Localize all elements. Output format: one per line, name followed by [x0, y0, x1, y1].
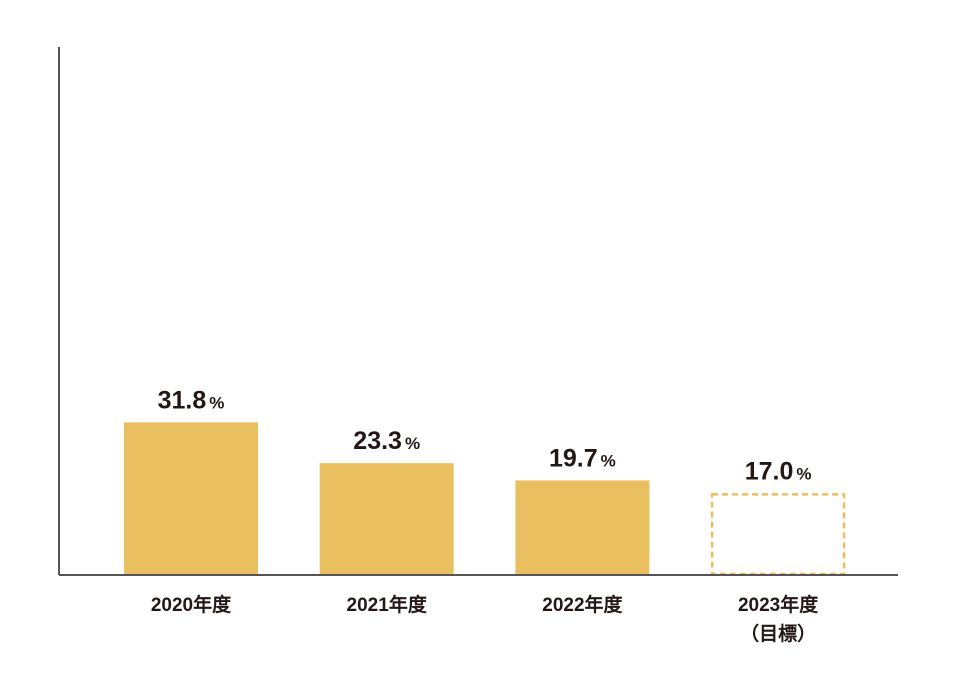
- target-bar: [710, 493, 846, 576]
- x-tick-label: 2022年度: [542, 593, 623, 616]
- x-tick-label: 2021年度: [347, 593, 428, 616]
- value-number: 19.7: [549, 444, 598, 472]
- value-unit: %: [796, 464, 811, 483]
- target-note: （目標）: [740, 622, 816, 645]
- value-label: 17.0%: [745, 457, 812, 485]
- x-tick-label: 2020年度: [151, 593, 232, 616]
- value-number: 17.0: [745, 457, 794, 485]
- value-number: 23.3: [353, 427, 402, 455]
- x-tick-label: 2023年度: [738, 593, 819, 616]
- value-label: 23.3%: [353, 427, 420, 455]
- bar: [515, 480, 650, 575]
- value-unit: %: [601, 451, 616, 470]
- value-label: 19.7%: [549, 444, 616, 472]
- value-label: 31.8%: [158, 386, 225, 414]
- bar: [124, 422, 258, 575]
- bar: [319, 463, 454, 575]
- value-unit: %: [405, 434, 420, 453]
- value-unit: %: [209, 393, 224, 412]
- value-number: 31.8: [158, 386, 207, 414]
